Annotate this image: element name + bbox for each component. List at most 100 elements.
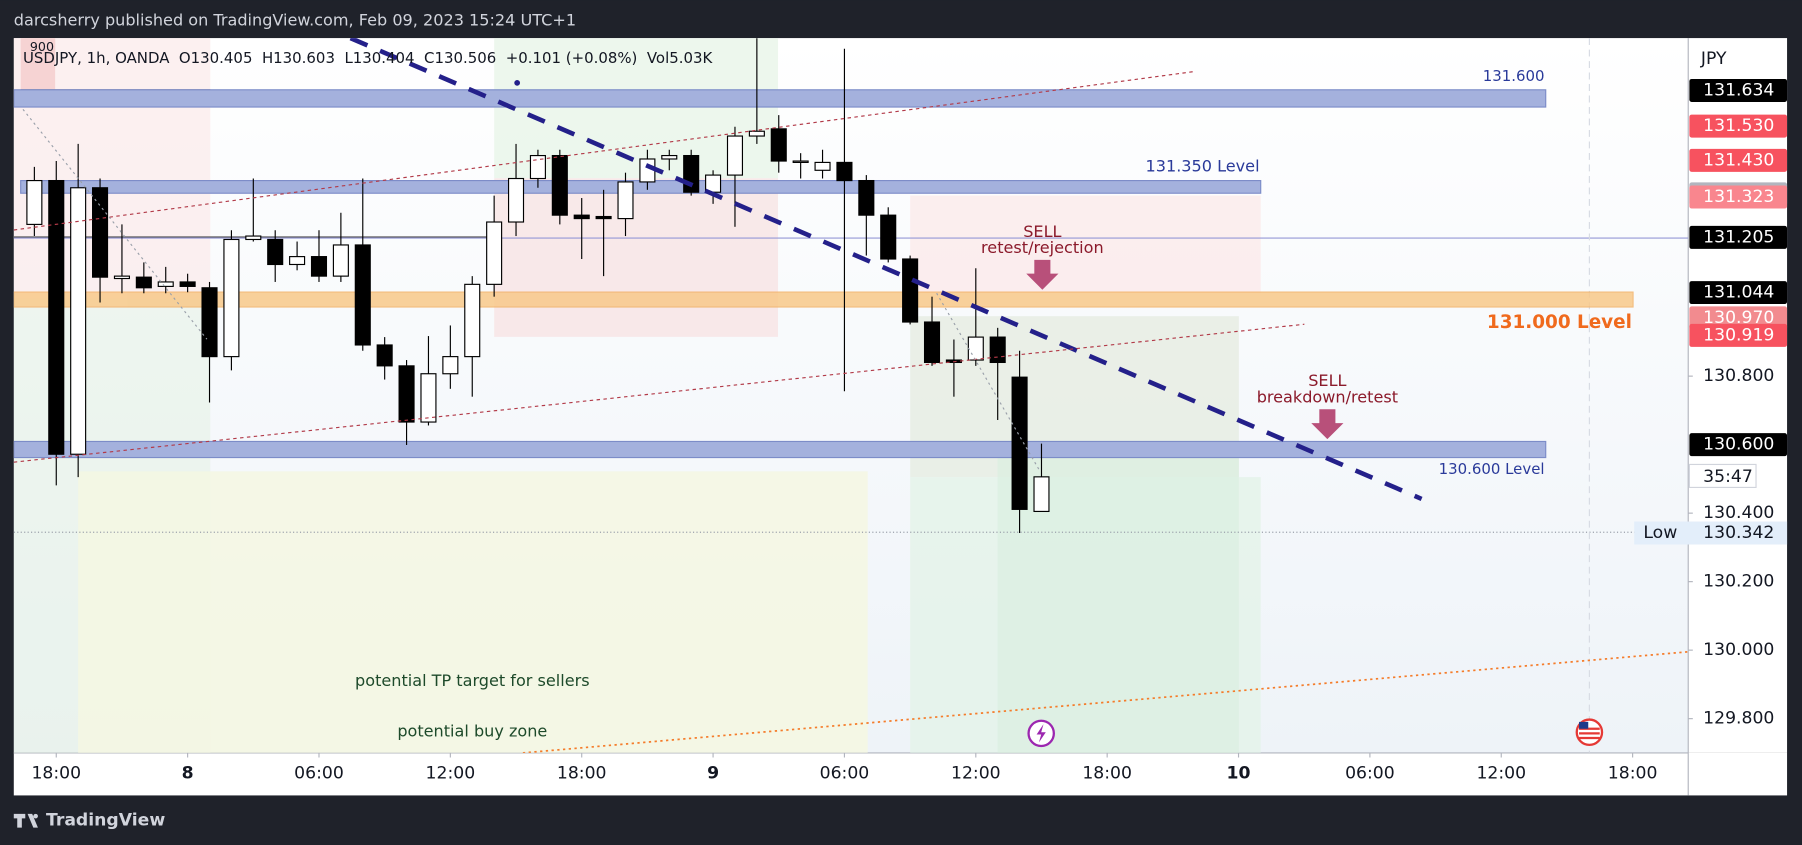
candle-body [1033, 476, 1050, 513]
x-tick-label: 12:00 [1476, 764, 1526, 784]
x-tick-label: 06:00 [1345, 764, 1395, 784]
candle-body [179, 281, 196, 287]
candle-body [923, 321, 941, 364]
x-tick-label: 06:00 [820, 764, 870, 784]
candle-body [420, 373, 437, 423]
x-tick-label: 18:00 [1608, 764, 1658, 784]
price-label: 130.919 [1703, 325, 1774, 345]
candle-body [201, 287, 218, 358]
candle-body [1011, 376, 1028, 510]
candle-body [880, 214, 897, 260]
candle-body [551, 154, 568, 216]
candle-body [792, 160, 809, 163]
drawings [13, 38, 1689, 753]
candle-body [507, 177, 525, 223]
annotation: potential buy zone [397, 722, 547, 741]
flag-glyph [1579, 721, 1589, 729]
time-axis [13, 752, 1788, 796]
candle-body [748, 130, 765, 137]
price-label: 131.323 [1703, 187, 1774, 207]
candle-body [245, 235, 262, 241]
candle-body [770, 128, 787, 162]
price-label-box [1689, 78, 1788, 102]
candle-body [529, 154, 546, 180]
candle-body [858, 179, 875, 216]
candle-body [967, 336, 984, 361]
zone-label: 131.600 [1483, 67, 1545, 85]
annotation: breakdown/retest [1257, 387, 1398, 406]
price-label-box [1689, 281, 1788, 305]
zone [13, 291, 1634, 308]
zone [13, 440, 1547, 459]
price-label: 131.530 [1703, 116, 1774, 136]
low-value: 130.342 [1703, 523, 1774, 543]
x-tick-label: 10 [1227, 764, 1251, 784]
corner-label: 900 [30, 39, 54, 54]
candle-body [661, 154, 678, 160]
candle-body [595, 215, 612, 220]
candle-body [289, 256, 306, 266]
price-label-box [1689, 306, 1788, 330]
zone-label: 131.350 Level [1146, 156, 1260, 175]
y-tick-label: 130.400 [1703, 503, 1774, 523]
candle-body [376, 344, 393, 367]
logo [13, 813, 38, 828]
candle-body [902, 258, 919, 323]
candle-body [398, 365, 415, 423]
price-label-box [1689, 185, 1788, 209]
y-tick-label: 130.200 [1703, 572, 1774, 592]
zone-label: 130.600 Level [1439, 460, 1545, 478]
annotation: potential TP target for sellers [355, 671, 590, 690]
candle-body [814, 161, 831, 171]
candle-body [92, 187, 109, 278]
candle-body [836, 161, 853, 182]
corner-box [20, 39, 56, 54]
axes: 130.800 130.400 130.200 130.000 129.800 18:00… [31, 78, 1788, 784]
x-tick-label: 12:00 [426, 764, 476, 784]
shaded-box [910, 195, 1261, 294]
candles [26, 38, 1050, 534]
candle-body [464, 283, 481, 358]
low-label-box [1634, 521, 1788, 545]
low-name: Low [1643, 523, 1677, 543]
candle-body [486, 221, 503, 285]
candle-body [223, 238, 240, 358]
x-tick-label: 9 [707, 764, 719, 784]
currency: JPY [1700, 49, 1727, 69]
candle-body [157, 281, 174, 287]
channel-line [13, 323, 1305, 463]
x-tick-label: 18:00 [1082, 764, 1132, 784]
candle-body [726, 135, 744, 176]
candle-body [354, 244, 371, 346]
price-label-box [1689, 323, 1788, 347]
x-tick-label: 18:00 [557, 764, 607, 784]
candle-body [70, 187, 87, 455]
price-label: 131.430 [1703, 150, 1774, 170]
candle-body [617, 181, 634, 220]
channel-line [13, 70, 1196, 231]
trendline [349, 38, 1423, 502]
y-tick-label: 130.800 [1703, 366, 1774, 386]
price-label: 131.044 [1703, 283, 1774, 303]
event-icon-glyph [1036, 724, 1046, 743]
price-label-box [1689, 225, 1788, 249]
price-label-box [1689, 433, 1788, 457]
x-tick-label: 12:00 [951, 764, 1001, 784]
countdown-box [1688, 463, 1757, 489]
annotation: retest/rejection [981, 238, 1104, 257]
price-label-box [1689, 114, 1788, 138]
price-label-box [1689, 148, 1788, 172]
point [514, 80, 521, 86]
annotation: SELL [1308, 371, 1346, 390]
candle-body [26, 179, 43, 225]
footer: TradingView [46, 811, 165, 831]
price-label: 130.970 [1703, 308, 1774, 328]
price-label: 131.634 [1703, 80, 1774, 100]
arrow [1311, 409, 1344, 440]
shaded-box [78, 471, 868, 753]
candle-body [310, 256, 328, 277]
zone [13, 89, 1547, 108]
countdown: 35:47 [1703, 467, 1753, 487]
candle-body [573, 214, 590, 220]
